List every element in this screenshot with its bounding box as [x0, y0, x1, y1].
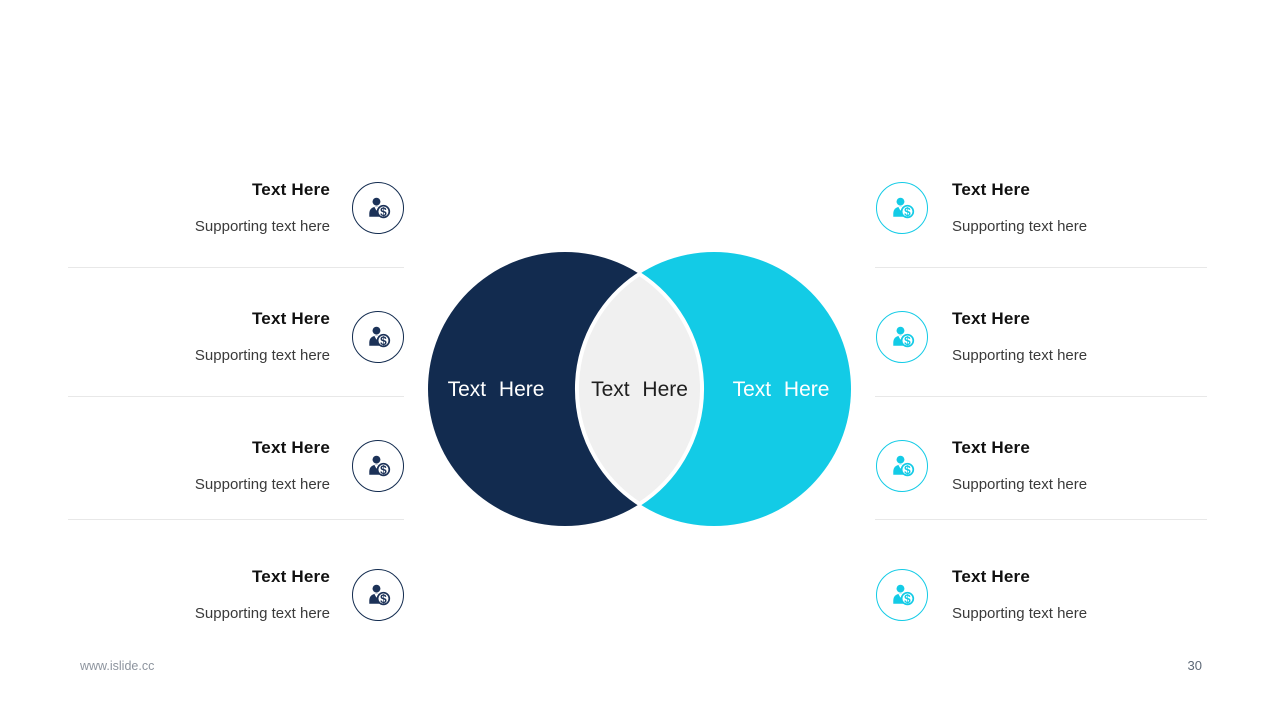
- item-title: Text Here: [952, 567, 1031, 586]
- list-item: Text Here Supporting text here $: [68, 546, 404, 643]
- venn-left-label: Text Here: [448, 378, 545, 401]
- item-subtitle: Supporting text here: [952, 605, 1088, 622]
- businessman-dollar-icon: $: [352, 568, 404, 621]
- item-title: Text Here: [952, 180, 1031, 199]
- list-item: Text Here Supporting text here $: [68, 288, 404, 385]
- item-subtitle: Supporting text here: [952, 476, 1088, 493]
- dollar-glyph: $: [380, 334, 387, 348]
- list-item: $ Text Here Supporting text here: [876, 546, 1208, 643]
- list-item: Text Here Supporting text here $: [68, 159, 404, 256]
- divider: [875, 396, 1207, 397]
- dollar-glyph: $: [904, 334, 911, 348]
- item-subtitle: Supporting text here: [952, 347, 1088, 364]
- list-item: $ Text Here Supporting text here: [876, 417, 1208, 514]
- item-subtitle: Supporting text here: [194, 218, 330, 235]
- item-text: Text Here Supporting text here: [952, 566, 1087, 623]
- item-title: Text Here: [952, 309, 1031, 328]
- divider: [68, 267, 404, 268]
- item-text: Text Here Supporting text here: [952, 179, 1087, 236]
- item-subtitle: Supporting text here: [194, 476, 330, 493]
- venn-right-label: Text Here: [733, 378, 830, 401]
- list-item: $ Text Here Supporting text here: [876, 288, 1208, 385]
- businessman-dollar-icon: $: [876, 310, 928, 363]
- footer-website: www.islide.cc: [80, 659, 155, 673]
- item-text: Text Here Supporting text here: [195, 179, 330, 236]
- venn-center-label: Text Here: [591, 378, 688, 401]
- item-title: Text Here: [251, 567, 330, 586]
- item-subtitle: Supporting text here: [952, 218, 1088, 235]
- venn-intersection: [574, 271, 705, 507]
- item-subtitle: Supporting text here: [194, 347, 330, 364]
- divider: [875, 519, 1207, 520]
- item-title: Text Here: [952, 438, 1031, 457]
- dollar-glyph: $: [380, 463, 387, 477]
- list-item: $ Text Here Supporting text here: [876, 159, 1208, 256]
- divider: [68, 396, 404, 397]
- divider: [68, 519, 404, 520]
- dollar-glyph: $: [380, 205, 387, 219]
- businessman-dollar-icon: $: [352, 181, 404, 234]
- item-title: Text Here: [251, 180, 330, 199]
- dollar-glyph: $: [904, 463, 911, 477]
- item-subtitle: Supporting text here: [194, 605, 330, 622]
- item-text: Text Here Supporting text here: [195, 308, 330, 365]
- dollar-glyph: $: [904, 205, 911, 219]
- venn-diagram: Text Here Text Here Text Here: [428, 252, 851, 526]
- businessman-dollar-icon: $: [352, 310, 404, 363]
- dollar-glyph: $: [904, 592, 911, 606]
- item-text: Text Here Supporting text here: [195, 566, 330, 623]
- businessman-dollar-icon: $: [876, 181, 928, 234]
- businessman-dollar-icon: $: [876, 568, 928, 621]
- item-title: Text Here: [251, 309, 330, 328]
- item-text: Text Here Supporting text here: [195, 437, 330, 494]
- list-item: Text Here Supporting text here $: [68, 417, 404, 514]
- item-text: Text Here Supporting text here: [952, 437, 1087, 494]
- item-text: Text Here Supporting text here: [952, 308, 1087, 365]
- businessman-dollar-icon: $: [876, 439, 928, 492]
- divider: [875, 267, 1207, 268]
- page-number: 30: [1187, 658, 1202, 673]
- businessman-dollar-icon: $: [352, 439, 404, 492]
- dollar-glyph: $: [380, 592, 387, 606]
- item-title: Text Here: [251, 438, 330, 457]
